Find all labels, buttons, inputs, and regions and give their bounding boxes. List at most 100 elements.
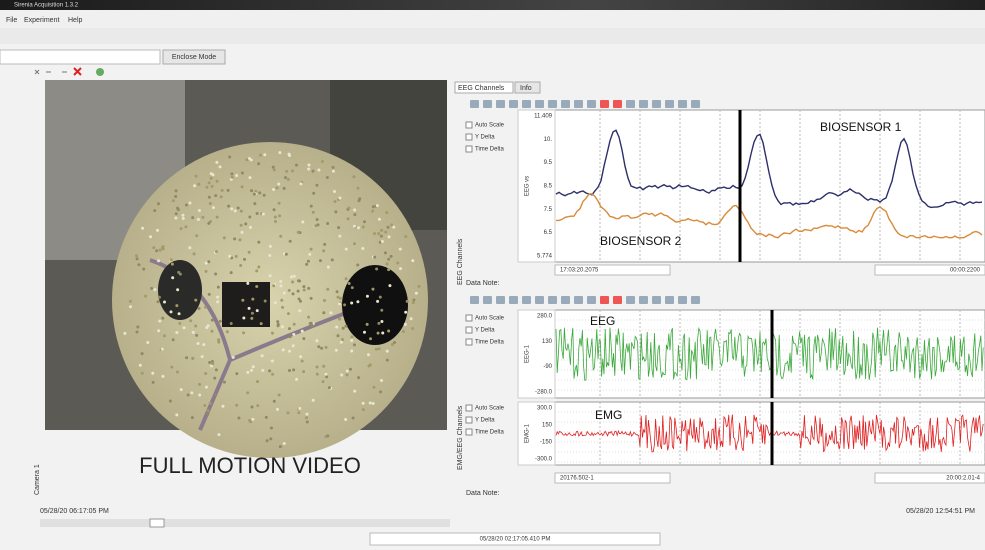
menu-item[interactable]: Help [68,17,83,24]
arena-speckle [211,185,214,188]
arena-speckle [362,408,365,411]
arena-speckle [369,401,372,404]
arena-speckle [161,317,164,320]
arena-speckle [159,249,162,252]
arena-speckle [248,307,251,310]
arena-speckle [235,372,238,375]
arena-speckle [363,331,366,334]
menu-bar [0,10,985,28]
checkbox[interactable] [466,405,472,411]
arena-speckle [250,317,253,320]
toolbar-icon [678,296,687,304]
arena-speckle [376,204,379,207]
arena-speckle [123,332,126,335]
toolbar-icon [509,100,518,108]
arena-speckle [205,262,208,265]
arena-speckle [241,299,244,302]
arena-speckle [357,226,360,229]
arena-speckle [150,287,153,290]
video-side-label: Camera 1 [34,464,41,495]
arena-speckle [144,295,147,298]
arena-speckle [286,411,289,414]
arena-speckle [333,190,336,193]
arena-speckle [301,360,304,363]
arena-speckle [411,259,414,262]
arena-speckle [157,202,160,205]
arena-speckle [253,193,256,196]
arena-speckle [243,258,246,261]
toolbar-icon [535,100,544,108]
checkbox[interactable] [466,339,472,345]
arena-speckle [321,160,324,163]
toolbar-icon [548,100,557,108]
arena-speckle [156,229,159,232]
y-tick-label: -280.0 [535,390,553,396]
menu-item[interactable]: File [6,17,17,24]
arena-speckle [136,325,139,328]
y-tick-label: -300.0 [535,457,553,463]
trace-label: BIOSENSOR 1 [820,120,902,134]
arena-speckle [232,356,235,359]
checkbox[interactable] [466,122,472,128]
start-time: 20176.502-1 [560,476,594,482]
arena-speckle [248,251,251,254]
arena-speckle [251,418,254,421]
arena-speckle [334,210,337,213]
arena-speckle [353,242,356,245]
arena-speckle [249,226,252,229]
arena-speckle [375,348,378,351]
checkbox[interactable] [466,134,472,140]
arena-speckle [317,345,320,348]
y-tick-label: -150 [540,440,553,446]
arena-speckle [230,271,233,274]
arena-speckle [141,372,144,375]
arena-speckle [268,369,271,372]
arena-speckle [184,225,187,228]
arena-speckle [171,263,174,266]
arena-speckle [348,282,351,285]
arena-speckle [240,224,243,227]
arena-speckle [273,208,276,211]
arena-speckle [362,402,365,405]
arena-speckle [386,359,389,362]
arena-speckle [182,217,185,220]
arena-speckle [350,350,353,353]
arena-speckle [205,186,208,189]
arena-speckle [322,249,325,252]
checkbox[interactable] [466,327,472,333]
scrollbar[interactable] [40,519,450,527]
arena-speckle [198,394,201,397]
arena-speckle [213,377,216,380]
text-field[interactable] [0,50,160,64]
arena-speckle [282,348,285,351]
arena-speckle [174,195,177,198]
arena-speckle [151,372,154,375]
arena-speckle [298,309,301,312]
arena-speckle [157,329,160,332]
arena-speckle [415,292,418,295]
arena-speckle [326,434,329,437]
checkbox[interactable] [466,146,472,152]
scroll-thumb[interactable] [150,519,164,527]
arena-speckle [206,413,209,416]
video-timestamp: 05/28/20 06:17:05 PM [40,508,109,515]
arena-speckle [263,194,266,197]
panel-side-label: EEG Channels [457,238,464,285]
arena-speckle [410,317,413,320]
arena-speckle [228,156,231,159]
arena-speckle [246,282,249,285]
arena-speckle [356,300,359,303]
record-icon[interactable] [96,68,104,76]
menu-item[interactable]: Experiment [24,17,59,24]
arena-speckle [175,413,178,416]
arena-speckle [257,241,260,244]
arena-speckle [136,257,139,260]
arena-speckle [283,442,286,445]
arena-speckle [332,166,335,169]
checkbox[interactable] [466,417,472,423]
arena-speckle [344,325,347,328]
arena-speckle [194,299,197,302]
checkbox[interactable] [466,315,472,321]
checkbox[interactable] [466,429,472,435]
arena-speckle [372,205,375,208]
